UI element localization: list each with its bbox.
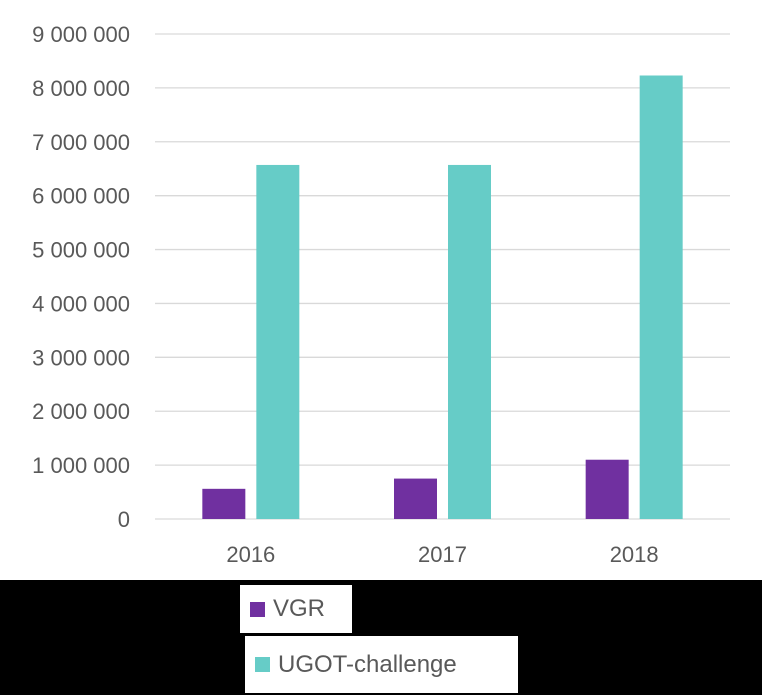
- bars: [202, 75, 683, 519]
- legend-swatch-vgr: [250, 601, 265, 617]
- y-tick-label: 1 000 000: [32, 453, 130, 478]
- y-tick-label: 3 000 000: [32, 345, 130, 370]
- y-tick-label: 7 000 000: [32, 130, 130, 155]
- bar-chart: 0 1 000 000 2 000 000 3 000 000 4 000 000 5 0…: [32, 22, 730, 567]
- legend-label-ugot-challenge: UGOT-challenge: [278, 650, 457, 678]
- y-tick-label: 2 000 000: [32, 399, 130, 424]
- y-tick-label: 4 000 000: [32, 291, 130, 316]
- bar-vgr-2016: [202, 488, 246, 519]
- gridlines: [155, 33, 730, 520]
- y-axis-tick-labels: 0 1 000 000 2 000 000 3 000 000 4 000 000 5 0…: [32, 22, 130, 532]
- y-tick-label: 0: [118, 507, 130, 532]
- y-tick-label: 9 000 000: [32, 22, 130, 47]
- bar-ugot-challenge-2018: [639, 75, 683, 519]
- bar-vgr-2018: [585, 459, 629, 519]
- bar-vgr-2017: [394, 478, 437, 519]
- bar-ugot-challenge-2016: [256, 164, 300, 519]
- bar-ugot-challenge-2017: [448, 164, 491, 519]
- legend-swatch-ugot-challenge: [255, 657, 270, 672]
- y-tick-label: 8 000 000: [32, 76, 130, 101]
- x-axis-tick-labels: 2016 2017 2018: [226, 542, 658, 567]
- x-tick-label: 2016: [226, 542, 275, 567]
- y-tick-label: 5 000 000: [32, 238, 130, 263]
- x-tick-label: 2017: [418, 542, 467, 567]
- y-tick-label: 6 000 000: [32, 184, 130, 209]
- legend-item-ugot-challenge: UGOT-challenge: [245, 636, 518, 693]
- chart-area: 0 1 000 000 2 000 000 3 000 000 4 000 000 5 0…: [0, 0, 762, 580]
- legend-item-vgr: VGR: [240, 585, 352, 633]
- x-tick-label: 2018: [610, 542, 659, 567]
- legend-label-vgr: VGR: [273, 595, 326, 622]
